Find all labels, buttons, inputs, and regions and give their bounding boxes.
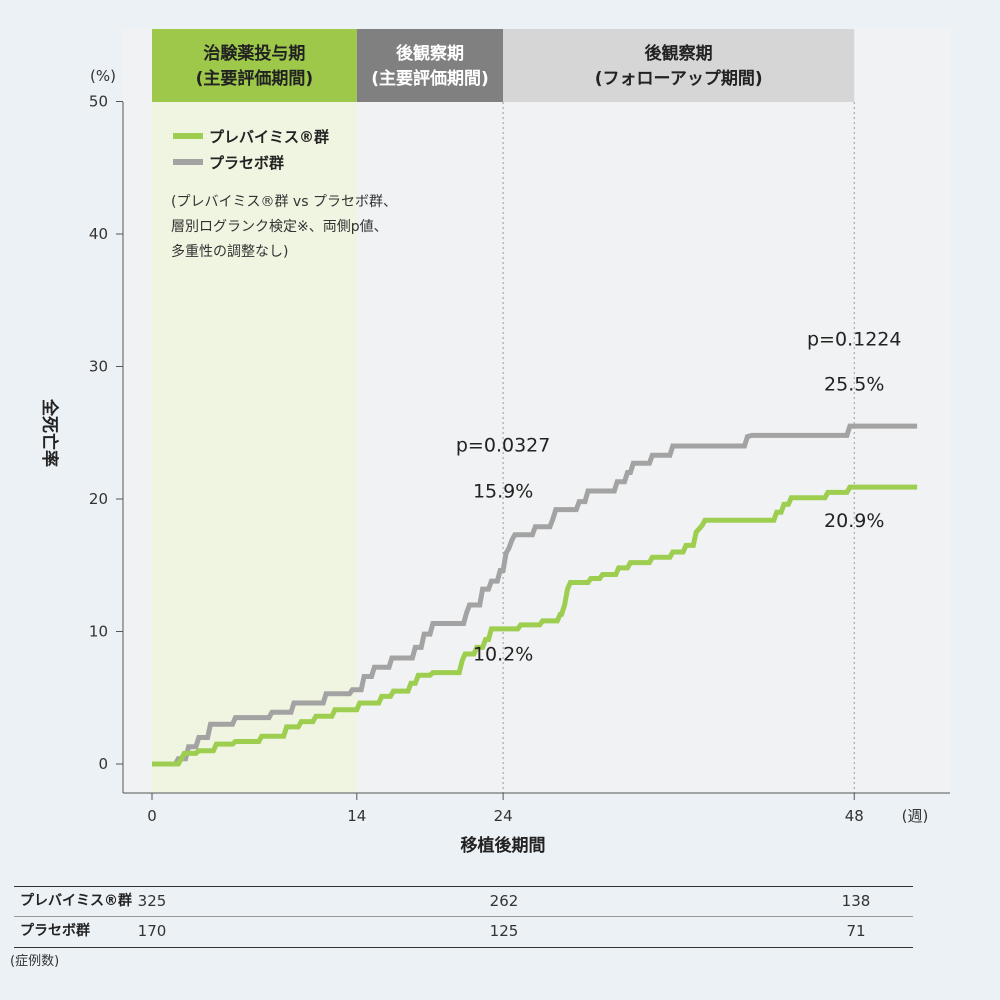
period-headers: 治験薬投与期 (主要評価期間) 後観察期 (主要評価期間) 後観察期 (フォローアップ期間… — [152, 29, 855, 102]
risk-value: 71 — [846, 922, 866, 940]
annotation-label-4: 25.5% — [824, 373, 884, 395]
y-tick-label: 0 — [98, 755, 108, 773]
y-ticks: 0 10 20 30 40 50 — [89, 93, 123, 773]
risk-value: 262 — [489, 892, 519, 910]
series-line-prevymis — [152, 484, 918, 767]
risk-value: 138 — [841, 892, 871, 910]
x-axis-title: 移植後期間 — [461, 835, 546, 856]
risk-table: プレバイミス®群 325 262 138 プラセボ群 170 125 71 — [14, 886, 913, 948]
risk-value: 325 — [137, 892, 167, 910]
period-header-0 — [152, 29, 357, 102]
y-tick-label: 20 — [89, 490, 108, 508]
legend-label-prevymis: プレバイミス®群 — [209, 128, 329, 146]
series-line-placebo — [152, 423, 918, 767]
x-unit-label: (週) — [902, 807, 929, 825]
period-band-1 — [356, 102, 504, 793]
y-tick-label: 40 — [89, 225, 108, 243]
x-tick-label: 48 — [845, 807, 864, 825]
y-tick-label: 10 — [89, 623, 108, 641]
mortality-chart: 治験薬投与期 (主要評価期間) 後観察期 (主要評価期間) 後観察期 (フォローアップ期間… — [39, 29, 950, 856]
period-subtitle-1: (主要評価期間) — [371, 68, 489, 89]
x-ticks: 0 14 24 48 — [147, 793, 864, 825]
legend-note-line-1: (プレバイミス®群 vs プラセボ群、 — [171, 194, 397, 210]
x-tick-label: 24 — [494, 807, 513, 825]
annotation-label-0: p=0.0327 — [456, 434, 550, 456]
period-band-0 — [152, 102, 357, 793]
risk-value: 170 — [137, 922, 167, 940]
legend-note-line-3: 多重性の調整なし) — [171, 243, 288, 260]
period-title-1: 後観察期 — [396, 43, 464, 64]
risk-row-placebo: プラセボ群 170 125 71 — [14, 916, 913, 946]
legend-label-placebo: プラセボ群 — [209, 154, 284, 172]
x-tick-label: 0 — [147, 807, 157, 825]
x-tick-label: 14 — [347, 807, 366, 825]
period-title-2: 後観察期 — [645, 43, 713, 64]
period-subtitle-0: (主要評価期間) — [196, 68, 314, 89]
risk-row-prevymis: プレバイミス®群 325 262 138 — [14, 887, 913, 916]
annotation-label-5: 20.9% — [824, 510, 884, 532]
period-header-2 — [503, 29, 855, 102]
series-lines — [152, 423, 918, 767]
annotation-label-2: 10.2% — [473, 644, 533, 666]
legend-note-line-2: 層別ログランク検定※、両側p値、 — [171, 219, 388, 235]
annotation-label-3: p=0.1224 — [807, 328, 901, 350]
period-header-1 — [356, 29, 504, 102]
annotation-label-1: 15.9% — [473, 481, 533, 503]
period-subtitle-2: (フォローアップ期間) — [595, 68, 763, 89]
risk-row-label: プラセボ群 — [20, 923, 90, 939]
risk-table-note: (症例数) — [10, 954, 60, 969]
y-axis-title: 全死亡率 — [39, 398, 60, 467]
risk-value: 125 — [489, 922, 519, 940]
axes — [122, 102, 950, 794]
annotations: p=0.0327 15.9% 10.2% p=0.1224 25.5% 20.9% — [456, 328, 902, 665]
period-title-0: 治験薬投与期 — [203, 43, 305, 64]
y-tick-label: 50 — [89, 93, 108, 111]
y-tick-label: 30 — [89, 358, 108, 376]
legend: プレバイミス®群 プラセボ群 (プレバイミス®群 vs プラセボ群、 層別ログラ… — [171, 128, 397, 260]
period-bands — [152, 102, 855, 793]
period-dividers — [502, 102, 855, 793]
y-unit-label: (%) — [90, 67, 116, 85]
risk-row-label: プレバイミス®群 — [20, 893, 132, 909]
